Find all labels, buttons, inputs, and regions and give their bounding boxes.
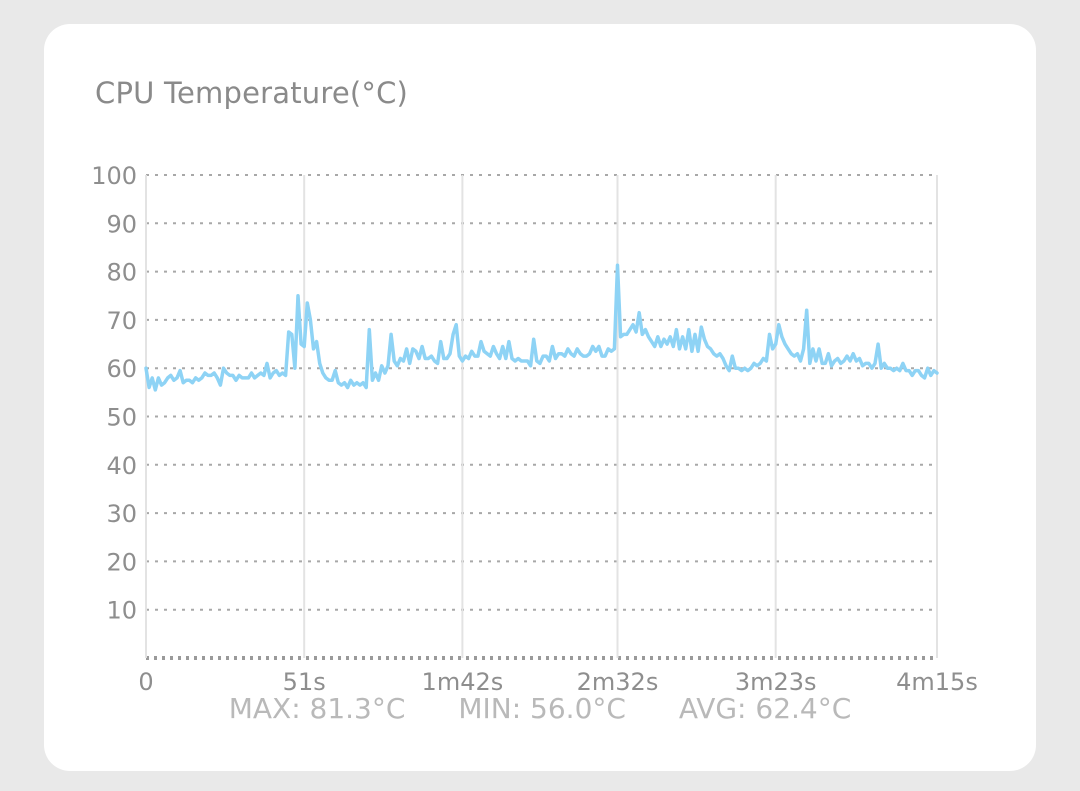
x-tick-label: 3m23s bbox=[735, 668, 817, 696]
y-tick-label: 100 bbox=[91, 162, 137, 190]
x-axis-ticks: 0 51s 1m42s 2m32s 3m23s 4m15s bbox=[138, 668, 977, 696]
cpu-temperature-card: CPU Temperature(°C) bbox=[44, 24, 1036, 771]
x-tick-label: 0 bbox=[138, 668, 153, 696]
x-tick-label: 1m42s bbox=[422, 668, 504, 696]
grid-lines bbox=[145, 174, 938, 660]
y-tick-label: 50 bbox=[106, 404, 137, 432]
y-tick-label: 60 bbox=[106, 355, 137, 383]
y-axis-ticks: 10 20 30 40 50 60 70 80 90 100 bbox=[91, 162, 137, 625]
y-tick-label: 10 bbox=[106, 597, 137, 625]
chart-title: CPU Temperature(°C) bbox=[95, 76, 409, 110]
temperature-series-line bbox=[144, 263, 939, 392]
y-tick-label: 70 bbox=[106, 307, 137, 335]
y-tick-label: 40 bbox=[106, 452, 137, 480]
avg-temperature-stat: AVG: 62.4°C bbox=[678, 692, 852, 725]
y-tick-label: 20 bbox=[106, 548, 137, 576]
min-temperature-stat: MIN: 56.0°C bbox=[458, 692, 626, 725]
y-tick-label: 90 bbox=[106, 210, 137, 238]
x-tick-label: 2m32s bbox=[577, 668, 659, 696]
y-tick-label: 80 bbox=[106, 259, 137, 287]
stats-summary: MAX: 81.3°C MIN: 56.0°C AVG: 62.4°C bbox=[0, 692, 1080, 725]
max-temperature-stat: MAX: 81.3°C bbox=[228, 692, 406, 725]
x-tick-label: 51s bbox=[283, 668, 326, 696]
series-layer bbox=[144, 263, 939, 392]
y-tick-label: 30 bbox=[106, 500, 137, 528]
x-tick-label: 4m15s bbox=[896, 668, 978, 696]
